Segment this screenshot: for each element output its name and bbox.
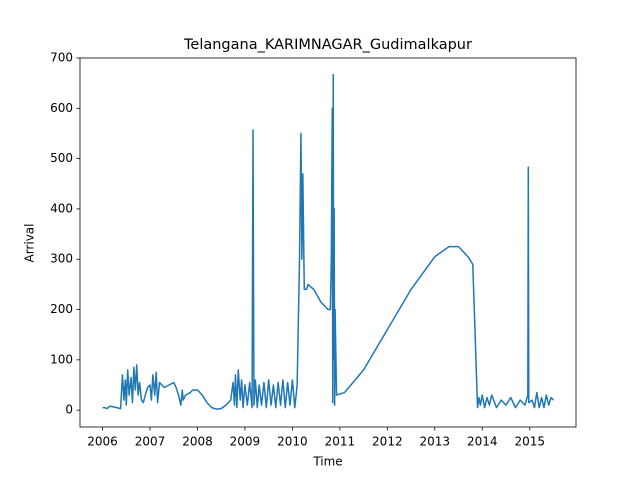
y-tick-label: 600 — [50, 101, 73, 115]
y-tick-label: 300 — [50, 252, 73, 266]
x-tick-label: 2010 — [277, 435, 308, 449]
x-tick-label: 2007 — [135, 435, 166, 449]
x-axis-label: Time — [312, 455, 342, 469]
y-tick-label: 500 — [50, 151, 73, 165]
y-axis-label: Arrival — [23, 224, 37, 263]
y-tick-label: 0 — [65, 403, 73, 417]
x-tick-label: 2013 — [420, 435, 451, 449]
x-tick-label: 2015 — [514, 435, 545, 449]
x-tick-label: 2006 — [87, 435, 118, 449]
x-tick-label: 2009 — [230, 435, 261, 449]
plot-frame — [79, 57, 577, 428]
data-line — [102, 73, 554, 410]
y-tick-label: 700 — [50, 51, 73, 65]
x-tick-label: 2011 — [325, 435, 356, 449]
y-tick-label: 100 — [50, 352, 73, 366]
x-tick-label: 2014 — [467, 435, 498, 449]
y-tick-label: 400 — [50, 201, 73, 215]
chart-title: Telangana_KARIMNAGAR_Gudimalkapur — [183, 37, 472, 53]
y-tick-label: 200 — [50, 302, 73, 316]
x-tick-label: 2008 — [182, 435, 213, 449]
x-tick-label: 2012 — [372, 435, 403, 449]
